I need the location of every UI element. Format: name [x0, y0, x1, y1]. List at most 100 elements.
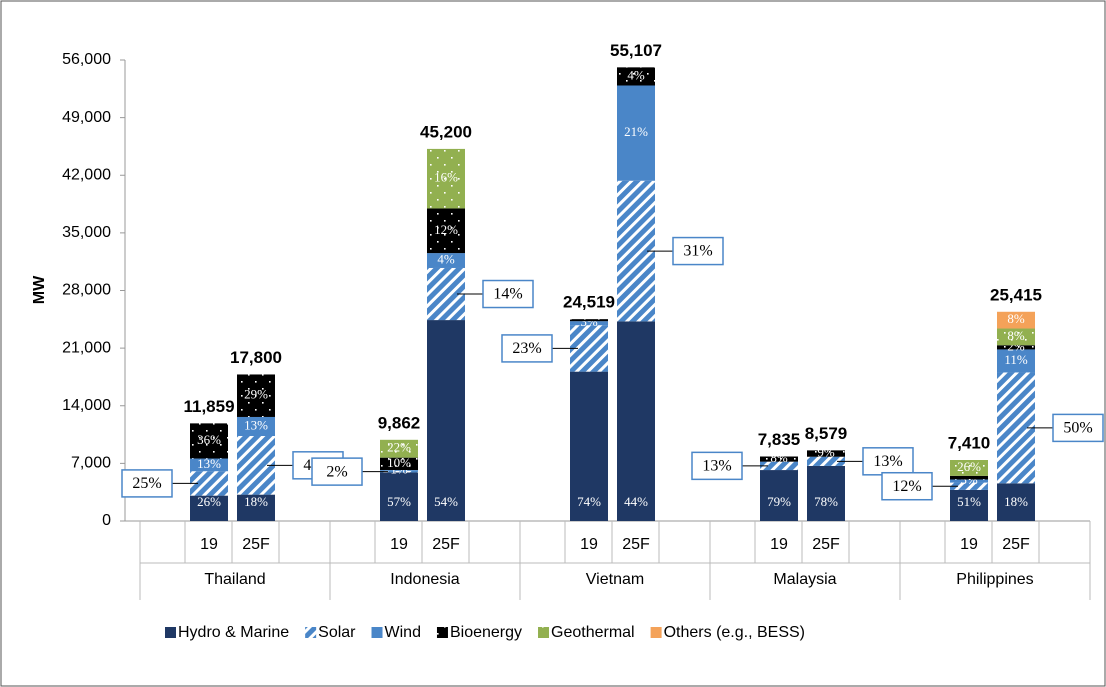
bar-segment [760, 470, 798, 521]
segment-label: 51% [957, 494, 981, 509]
legend-swatch [371, 627, 383, 638]
callout-label: 25% [132, 475, 161, 492]
y-tick-label: 35,000 [62, 224, 111, 241]
bar-segment [190, 423, 228, 459]
legend-swatch [538, 627, 550, 638]
bar-segment [427, 320, 465, 521]
segment-label: 74% [577, 494, 601, 509]
callout-label: 13% [702, 458, 731, 475]
bar-segment [950, 459, 988, 476]
bar-segment [570, 321, 608, 326]
bar-segment [950, 479, 988, 483]
y-tick-label: 14,000 [62, 397, 111, 414]
segment-label: 22% [387, 440, 411, 455]
bar-segment [807, 465, 845, 521]
segment-label: 26% [197, 494, 221, 509]
callout-box [311, 457, 363, 486]
segment-label: 54% [434, 494, 458, 509]
x-tick-label: 25F [622, 536, 650, 553]
total-label: 55,107 [610, 41, 662, 60]
total-label: 25,415 [990, 285, 1042, 304]
y-axis-label: MW [31, 275, 48, 304]
y-tick-label: 21,000 [62, 339, 111, 356]
group-label: Vietnam [586, 571, 644, 588]
segment-label: 78% [814, 494, 838, 509]
callout-box [1052, 413, 1104, 443]
bar-segment [380, 472, 418, 521]
y-tick-label: 7,000 [71, 455, 111, 472]
segment-label: 18% [1004, 494, 1028, 509]
x-tick-label: 19 [960, 536, 978, 553]
group-label: Philippines [956, 571, 1033, 588]
legend-label: Others (e.g., BESS) [664, 624, 805, 641]
callout-box [501, 334, 553, 363]
callout-box [672, 236, 724, 266]
total-label: 9,862 [378, 413, 421, 432]
group-label: Thailand [204, 571, 265, 588]
bar-segment [380, 439, 418, 458]
callout-label: 14% [493, 286, 522, 303]
segment-label: 36% [197, 432, 221, 447]
callout-label: 23% [512, 340, 541, 357]
y-tick-label: 49,000 [62, 109, 111, 126]
total-label: 7,835 [758, 430, 801, 449]
bar-segment [427, 253, 465, 268]
legend-swatch [650, 627, 662, 638]
bar-segment [807, 450, 845, 457]
callout-label: 50% [1063, 420, 1092, 437]
segment-label: 26% [957, 459, 981, 474]
bar-segment [997, 345, 1035, 350]
segment-label: 21% [624, 124, 648, 139]
legend-swatch [305, 627, 317, 638]
group-label: Indonesia [390, 571, 459, 588]
bar-segment [380, 457, 418, 470]
bar-segment [950, 475, 988, 480]
bar-segment [570, 319, 608, 322]
y-tick-label: 42,000 [62, 166, 111, 183]
x-tick-label: 25F [432, 536, 460, 553]
total-label: 17,800 [230, 348, 282, 367]
legend-label: Hydro & Marine [178, 624, 289, 641]
segment-label: 57% [387, 494, 411, 509]
group-label: Malaysia [773, 571, 836, 588]
segment-label: 79% [767, 494, 791, 509]
callout-box [121, 469, 173, 498]
total-label: 8,579 [805, 424, 848, 443]
legend-label: Solar [318, 624, 356, 641]
total-label: 7,410 [948, 433, 991, 452]
total-label: 24,519 [563, 293, 615, 312]
segment-label: 9% [817, 445, 835, 460]
bar-segment [807, 456, 845, 466]
bar-segment [997, 349, 1035, 373]
callout-label: 2% [326, 463, 347, 480]
callout-box [482, 279, 534, 309]
segment-label: 11% [1004, 352, 1028, 367]
segment-label: 12% [434, 222, 458, 237]
y-tick-label: 28,000 [62, 282, 111, 299]
bar-segment [237, 416, 275, 437]
segment-label: 4% [437, 252, 455, 267]
callout-box [881, 471, 933, 501]
x-tick-label: 25F [812, 536, 840, 553]
bar-segment [380, 469, 418, 471]
y-tick-label: 56,000 [62, 51, 111, 68]
total-label: 11,859 [183, 397, 234, 416]
callout-box [862, 447, 914, 476]
bar-segment [997, 328, 1035, 346]
legend-swatch [436, 627, 448, 638]
segment-label: 8% [1007, 328, 1025, 343]
segment-label: 10% [387, 455, 411, 470]
segment-label: 16% [434, 170, 458, 185]
legend-label: Wind [385, 624, 421, 641]
x-tick-label: 19 [200, 536, 218, 553]
legend-label: Geothermal [551, 624, 635, 641]
bar-segment [380, 470, 418, 473]
bar-segment [570, 371, 608, 521]
segment-label: 18% [244, 494, 268, 509]
y-tick-label: 0 [102, 512, 111, 529]
segment-label: 8% [770, 450, 788, 465]
callout-box [691, 451, 743, 481]
bar-segment [237, 374, 275, 417]
bar-segment [760, 461, 798, 471]
bar-segment [997, 483, 1035, 521]
